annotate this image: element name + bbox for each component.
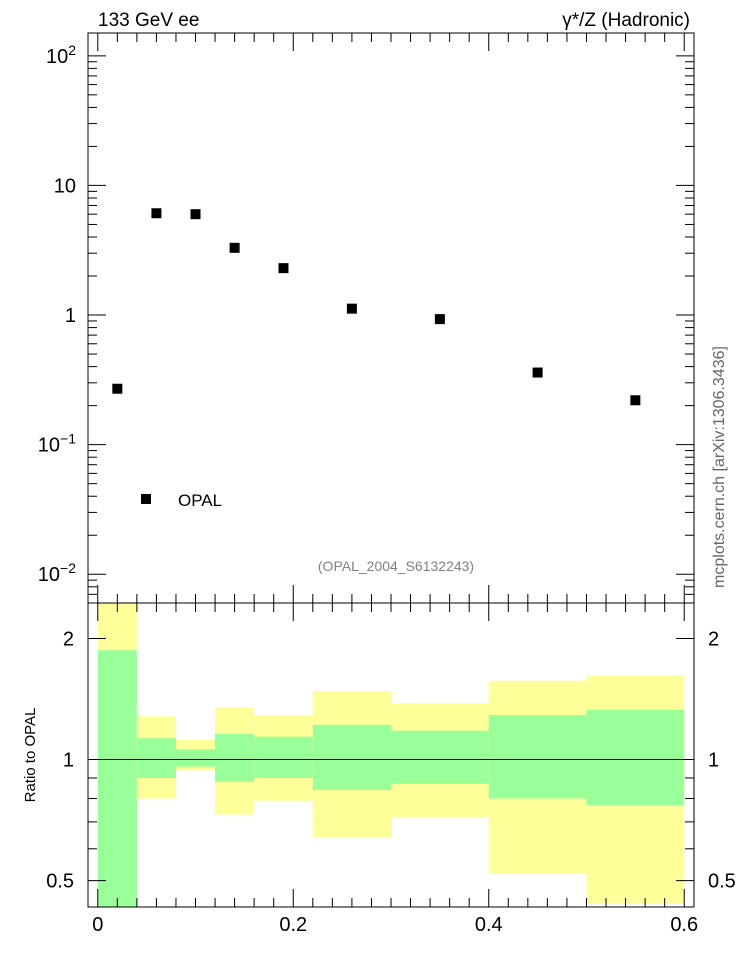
- ratio-green-band-3: [215, 733, 255, 782]
- ratio-green-band-8: [586, 709, 685, 806]
- data-point-2: [190, 209, 201, 220]
- main-ytick-label-0: 10−2: [38, 560, 76, 586]
- ratio-green-band-7: [488, 715, 587, 799]
- ratio-green-band-1: [136, 738, 176, 778]
- ratio-xtick-label-1: 0.2: [279, 914, 307, 936]
- ratio-y-axis-label: Ratio to OPAL: [22, 708, 39, 803]
- ratio-ytick-label-right-1: 1: [708, 750, 719, 772]
- watermark: (OPAL_2004_S6132243): [318, 558, 474, 574]
- main-data-points: [112, 208, 641, 406]
- main-ytick-label-1: 10−1: [38, 431, 76, 457]
- legend-label: OPAL: [178, 491, 222, 510]
- ratio-ytick-label-right-0: 0.5: [708, 871, 736, 893]
- main-ytick-label-4: 102: [46, 42, 76, 68]
- header-left-label: 133 GeV ee: [98, 10, 199, 31]
- header-right-label: γ*/Z (Hadronic): [562, 10, 690, 31]
- main-plot-frame: [87, 32, 695, 604]
- ratio-bands: [97, 603, 685, 907]
- data-point-7: [532, 367, 543, 378]
- ratio-green-band-4: [254, 736, 313, 778]
- data-point-4: [278, 263, 289, 274]
- main-ytick-label-3: 10: [54, 175, 76, 197]
- data-point-3: [229, 242, 240, 253]
- side-label: mcplots.cern.ch [arXiv:1306.3436]: [711, 346, 728, 588]
- ratio-plot-panel: 0.5 0.5 1 1 2 2 0 0.2 0.4 0.6 Ratio to OPAL: [22, 602, 736, 936]
- ratio-plot-frame: [87, 602, 695, 908]
- data-point-5: [346, 303, 357, 314]
- data-point-0: [112, 383, 123, 394]
- ratio-green-band-0: [97, 650, 137, 907]
- ratio-green-band-5: [312, 724, 391, 791]
- ratio-ytick-label-left-2: 2: [63, 628, 74, 650]
- main-x-ticks: [97, 33, 685, 603]
- ratio-ytick-label-left-0: 0.5: [46, 871, 74, 893]
- ratio-ytick-label-right-2: 2: [708, 628, 719, 650]
- ratio-xtick-label-0: 0: [92, 914, 103, 936]
- ratio-green-band-6: [391, 730, 489, 784]
- main-y-ticks: 10−2 10−1 1 10 102: [38, 42, 694, 604]
- data-point-8: [630, 395, 641, 406]
- ratio-ytick-label-left-1: 1: [63, 750, 74, 772]
- main-plot-panel: (OPAL_2004_S6132243) 10−2 10−1 1 10 102 OPAL: [38, 32, 695, 604]
- data-point-6: [434, 314, 445, 325]
- ratio-xtick-label-2: 0.4: [475, 914, 503, 936]
- legend-marker: [141, 494, 151, 504]
- ratio-xtick-label-3: 0.6: [670, 914, 698, 936]
- main-ytick-label-2: 1: [65, 305, 76, 327]
- ratio-y-ticks: 0.5 0.5 1 1 2 2: [46, 628, 736, 892]
- ratio-x-ticks: 0 0.2 0.4 0.6: [92, 603, 698, 936]
- ratio-green-band-2: [175, 749, 216, 767]
- data-point-1: [151, 208, 162, 219]
